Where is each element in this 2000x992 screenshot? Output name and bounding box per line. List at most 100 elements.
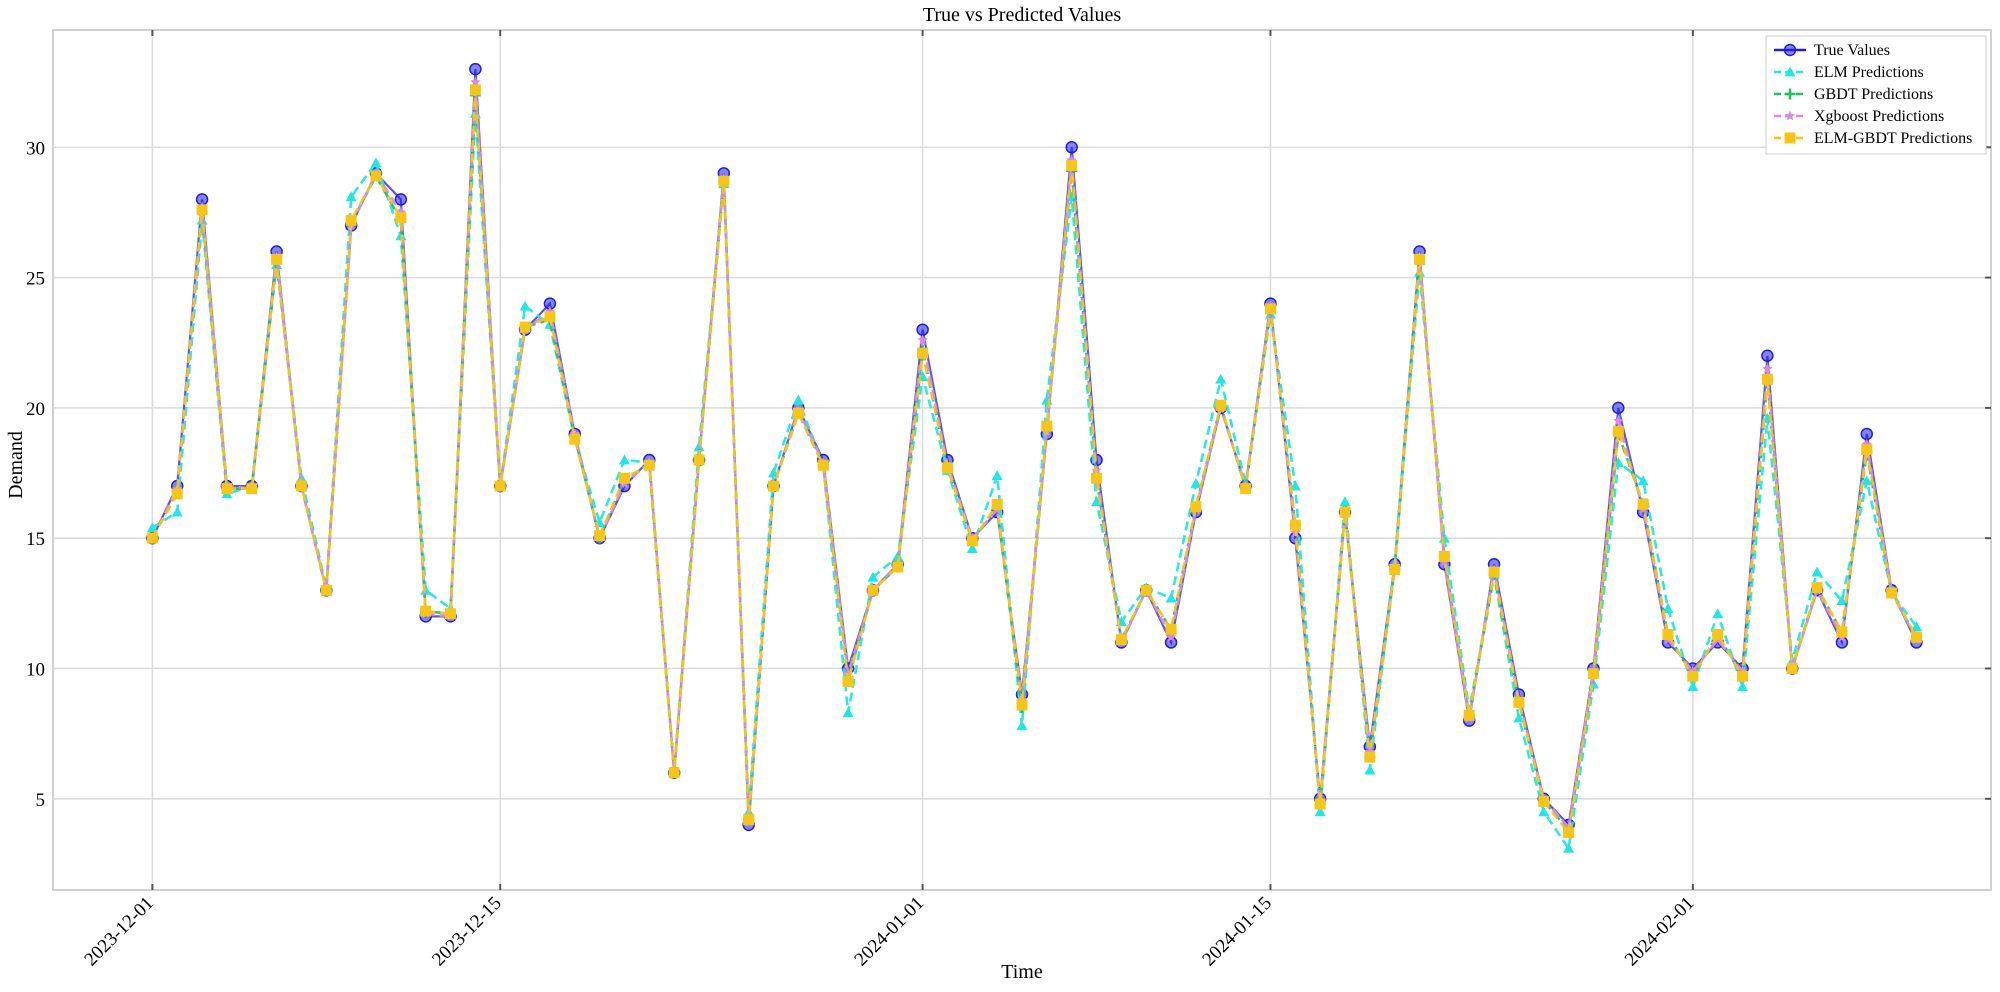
- data-point-xgboost: [470, 76, 481, 87]
- x-tick-label: 2024-01-15: [1198, 893, 1276, 971]
- x-tick-label: 2023-12-15: [428, 893, 506, 971]
- legend-item-true: True Values: [1774, 42, 1890, 59]
- data-point-elm: [991, 470, 1003, 481]
- data-point-elm-gbdt: [618, 472, 630, 484]
- series-elm-gbdt: [146, 84, 1922, 839]
- y-tick-label: 30: [26, 138, 45, 159]
- data-point-elm-gbdt: [1463, 709, 1475, 721]
- y-tick-label: 25: [26, 269, 45, 290]
- legend-item-gbdt: GBDT Predictions: [1774, 86, 1933, 103]
- data-point-elm-gbdt: [817, 459, 829, 471]
- data-point-elm-gbdt: [991, 498, 1003, 510]
- data-point-elm: [1289, 480, 1301, 491]
- series-layer: [146, 62, 1923, 853]
- data-point-elm: [792, 394, 804, 405]
- data-point-elm-gbdt: [892, 561, 904, 573]
- y-tick-label: 5: [36, 790, 46, 811]
- data-point-elm-gbdt: [1662, 629, 1674, 641]
- data-point-elm: [1190, 477, 1202, 488]
- data-point-elm: [1016, 720, 1028, 731]
- legend-marker: [1783, 43, 1797, 57]
- data-point-elm: [519, 300, 531, 311]
- data-point-true: [469, 62, 482, 76]
- legend: True Values ELM Predictions GBDT Predictio…: [1765, 35, 1987, 155]
- data-point-elm-gbdt: [569, 433, 581, 445]
- data-point-elm-gbdt: [1314, 798, 1326, 810]
- data-point-elm-gbdt: [594, 530, 606, 542]
- data-point-elm-gbdt: [320, 584, 332, 596]
- data-point-elm-gbdt: [1165, 623, 1177, 635]
- legend-label: GBDT Predictions: [1814, 86, 1933, 103]
- data-point-elm: [842, 707, 854, 718]
- data-point-elm-gbdt: [1016, 699, 1028, 711]
- data-point-elm-gbdt: [395, 212, 407, 224]
- data-point-elm: [1811, 566, 1823, 577]
- data-point-elm: [966, 543, 978, 554]
- data-point-true: [1761, 349, 1774, 363]
- data-point-elm: [1165, 592, 1177, 603]
- data-point-elm-gbdt: [1438, 550, 1450, 562]
- data-point-elm-gbdt: [1612, 425, 1624, 437]
- legend-item-xgboost: Xgboost Predictions: [1774, 108, 1944, 125]
- grid: [53, 30, 1991, 890]
- data-point-elm-gbdt: [1836, 626, 1848, 638]
- data-point-elm: [1737, 681, 1749, 692]
- data-point-elm: [1314, 806, 1326, 817]
- data-point-elm: [1339, 496, 1351, 507]
- legend-label: True Values: [1814, 42, 1890, 59]
- data-point-elm-gbdt: [295, 480, 307, 492]
- data-point-elm-gbdt: [196, 204, 208, 216]
- plot-area: [52, 29, 1992, 891]
- data-point-elm: [618, 454, 630, 465]
- data-point-elm: [420, 584, 432, 595]
- data-point-elm-gbdt: [1737, 670, 1749, 682]
- data-point-elm-gbdt: [246, 483, 258, 495]
- data-point-elm-gbdt: [171, 488, 183, 500]
- data-point-elm: [1563, 842, 1575, 853]
- data-point-elm-gbdt: [1637, 498, 1649, 510]
- data-point-elm-gbdt: [1538, 795, 1550, 807]
- data-point-true: [1065, 141, 1078, 154]
- data-point-elm-gbdt: [544, 311, 556, 323]
- legend-marker: [1784, 88, 1796, 100]
- legend-marker: [1784, 132, 1796, 144]
- data-point-elm-gbdt: [1289, 519, 1301, 531]
- legend-marker: [1784, 66, 1796, 77]
- data-point-elm-gbdt: [1687, 670, 1699, 682]
- data-point-elm-gbdt: [345, 214, 357, 226]
- data-point-elm-gbdt: [221, 483, 233, 495]
- data-point-elm: [1513, 712, 1525, 723]
- data-point-elm-gbdt: [1140, 584, 1152, 596]
- x-axis-title: Time: [1001, 961, 1043, 983]
- data-point-elm-gbdt: [1488, 566, 1500, 578]
- legend-label: Xgboost Predictions: [1814, 108, 1944, 125]
- data-point-xgboost: [1762, 363, 1773, 374]
- data-point-elm-gbdt: [1811, 582, 1823, 594]
- y-tick-label: 20: [26, 399, 45, 420]
- data-point-elm-gbdt: [643, 459, 655, 471]
- data-point-elm-gbdt: [1115, 634, 1127, 646]
- data-point-elm-gbdt: [146, 532, 158, 544]
- legend-item-elm: ELM Predictions: [1774, 64, 1924, 81]
- data-point-elm-gbdt: [1414, 253, 1426, 265]
- data-point-elm: [1538, 806, 1550, 817]
- data-point-elm: [1364, 764, 1376, 775]
- data-point-elm-gbdt: [1041, 420, 1053, 432]
- data-point-elm: [1637, 475, 1649, 486]
- data-point-elm-gbdt: [1910, 631, 1922, 643]
- x-tick-label: 2024-02-01: [1621, 893, 1699, 971]
- data-point-elm-gbdt: [718, 175, 730, 187]
- data-point-elm-gbdt: [1264, 303, 1276, 315]
- data-point-elm: [171, 506, 183, 517]
- data-point-elm-gbdt: [1240, 483, 1252, 495]
- data-point-elm: [345, 191, 357, 202]
- data-point-elm: [1215, 373, 1227, 384]
- data-point-elm-gbdt: [1786, 662, 1798, 674]
- data-point-elm-gbdt: [469, 84, 481, 96]
- data-point-elm-gbdt: [420, 605, 432, 617]
- chart-title: True vs Predicted Values: [923, 4, 1122, 26]
- legend-marker: [1784, 110, 1796, 121]
- data-point-elm: [867, 571, 879, 582]
- data-point-elm-gbdt: [693, 454, 705, 466]
- data-point-elm: [1687, 681, 1699, 692]
